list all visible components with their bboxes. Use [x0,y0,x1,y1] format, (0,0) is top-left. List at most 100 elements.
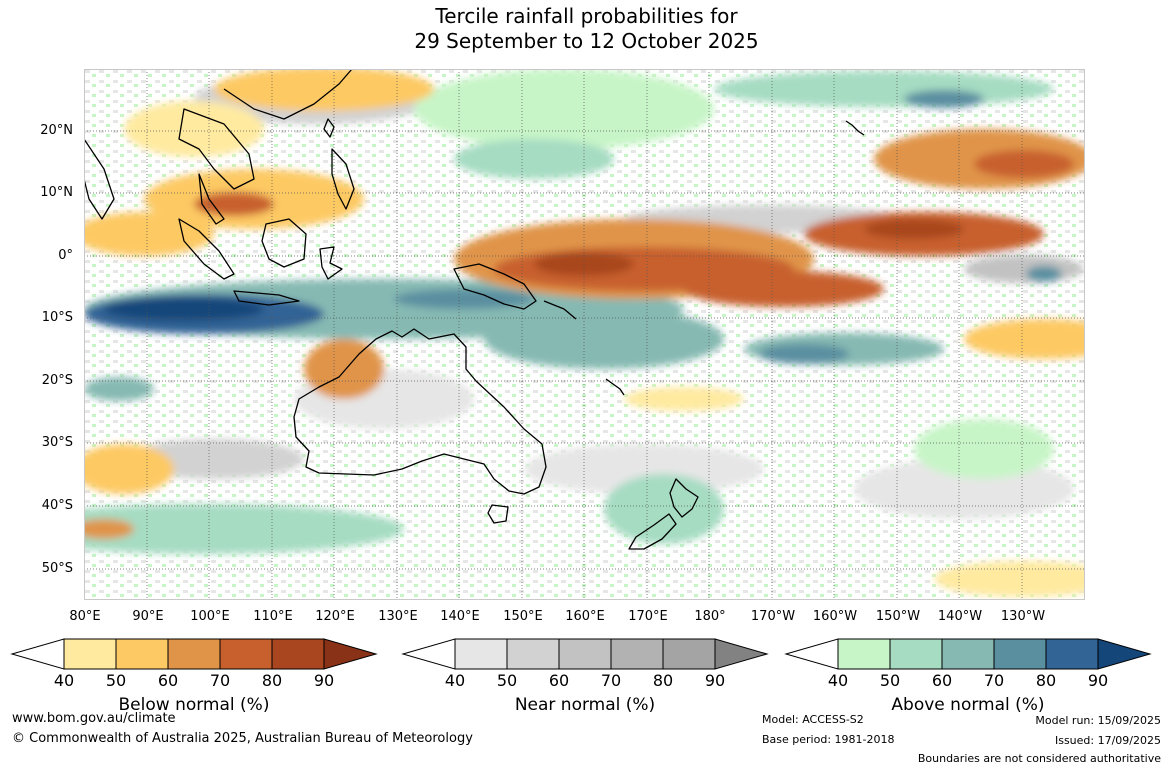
cbar-above-label: Above normal (%) [891,695,1045,715]
cbar-above-tick-70: 70 [983,671,1005,690]
lon-label-120e: 120°E [315,609,355,624]
lat-label-40s: 40°S [41,498,73,513]
cbar-near-tick-60: 60 [548,671,570,690]
map-title: Tercile rainfall probabilities for 29 Se… [0,4,1173,54]
australia-coastline [293,328,547,495]
lon-label-90e: 90°E [132,609,164,624]
lon-label-130w: 130°W [1000,609,1046,624]
copyright-text: © Commonwealth of Australia 2025, Austra… [12,731,473,746]
cbar-near-seg-6 [714,638,769,670]
cbar-above-seg-0 [784,638,839,670]
cbar-near-label: Near normal (%) [514,695,656,715]
gridlines [84,69,1085,600]
cbar-near-seg-3 [558,638,612,670]
cbar-below-seg-0 [10,638,65,670]
cbar-below-seg-3 [167,638,221,670]
cbar-above-seg-5 [1045,638,1099,670]
lon-label-140w: 140°W [937,609,983,624]
cbar-near-seg-1 [454,638,508,670]
cbar-above-seg-3 [941,638,995,670]
cbar-above-seg-1 [837,638,891,670]
cbar-above-tick-40: 40 [827,671,849,690]
java-coastline [233,290,300,306]
cbar-near-tick-80: 80 [652,671,674,690]
lon-label-180: 180° [694,609,726,624]
new-guinea-coastline [453,263,537,310]
cbar-near-seg-2 [506,638,560,670]
new-caledonia-coastline [605,378,625,396]
lon-label-160w: 160°W [812,609,858,624]
cbar-below-seg-2 [115,638,169,670]
cbar-above-seg-4 [993,638,1047,670]
title-line-1: Tercile rainfall probabilities for [435,4,738,28]
cbar-below-seg-6 [323,638,378,670]
hawaii-coastline [845,120,865,136]
lat-label-10s: 10°S [41,310,73,325]
cbar-above-tick-90: 90 [1087,671,1109,690]
cbar-above-seg-6 [1097,638,1152,670]
base-period: Base period: 1981-2018 [762,733,895,746]
taiwan-coastline [323,118,335,138]
map-canvas [84,69,1085,600]
lat-label-50s: 50°S [41,561,73,576]
cbar-below-tick-40: 40 [53,671,75,690]
cbar-below-label: Below normal (%) [118,695,270,715]
cbar-above-tick-80: 80 [1035,671,1057,690]
lon-label-150e: 150°E [503,609,543,624]
new-zealand-south-coastline [628,513,677,550]
cbar-near-tick-50: 50 [496,671,518,690]
indochina-coastline [178,108,255,190]
lon-label-100e: 100°E [190,609,230,624]
china-coastline [223,69,353,120]
philippines-coastline [331,148,355,210]
cbar-near-tick-40: 40 [444,671,466,690]
lat-label-20n: 20°N [40,123,73,138]
solomon-islands-coastline [543,300,577,320]
model-run-date: Model run: 15/09/2025 [1035,714,1161,727]
cbar-below-tick-70: 70 [209,671,231,690]
cbar-near-tick-70: 70 [600,671,622,690]
cbar-below-tick-50: 50 [105,671,127,690]
cbar-below-tick-80: 80 [261,671,283,690]
lon-label-170w: 170°W [750,609,796,624]
lon-label-160e: 160°E [565,609,605,624]
lat-label-30s: 30°S [41,435,73,450]
cbar-below-tick-60: 60 [157,671,179,690]
cbar-below-tick-90: 90 [313,671,335,690]
lat-label-20s: 20°S [41,373,73,388]
malay-peninsula-coastline [198,173,225,225]
lon-label-80e: 80°E [69,609,101,624]
model-name: Model: ACCESS-S2 [762,713,864,726]
title-line-2: 29 September to 12 October 2025 [414,29,759,53]
lon-label-110e: 110°E [253,609,293,624]
lon-label-170e: 170°E [628,609,668,624]
cbar-above-tick-60: 60 [931,671,953,690]
sumatra-coastline [178,218,235,280]
boundaries-disclaimer: Boundaries are not considered authoritat… [917,752,1161,765]
rainfall-probability-map [84,69,1085,600]
colorbar-below-normal [10,638,378,670]
cbar-above-tick-50: 50 [879,671,901,690]
borneo-coastline [261,218,307,268]
coastlines [84,69,865,550]
cbar-below-seg-5 [271,638,325,670]
probability-field [84,69,1085,597]
cbar-above-seg-2 [889,638,943,670]
cbar-near-seg-4 [610,638,664,670]
colorbar-above-normal [784,638,1152,670]
lat-label-10n: 10°N [40,185,73,200]
tasmania-coastline [487,504,509,524]
issued-date: Issued: 17/09/2025 [1054,734,1161,747]
cbar-near-seg-0 [401,638,456,670]
lon-label-130e: 130°E [378,609,418,624]
cbar-below-seg-1 [63,638,117,670]
sulawesi-coastline [319,246,343,280]
cbar-below-seg-4 [219,638,273,670]
cbar-near-tick-90: 90 [704,671,726,690]
colorbar-near-normal [401,638,769,670]
new-zealand-north-coastline [669,478,699,518]
website-link[interactable]: www.bom.gov.au/climate [12,711,176,726]
map-frame [84,69,1085,600]
india-coastline [84,138,115,220]
lon-label-150w: 150°W [875,609,921,624]
